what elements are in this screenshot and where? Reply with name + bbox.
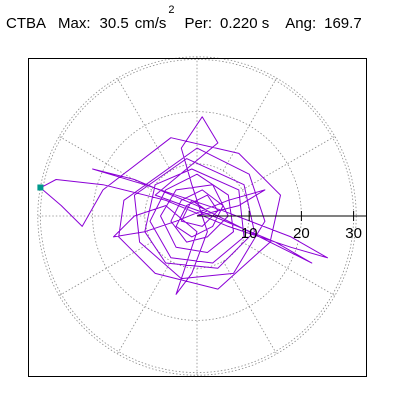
per-label: Per: [184, 15, 213, 32]
grid-spoke-300 [222, 261, 277, 355]
particle-motion-trace [39, 116, 328, 295]
station-label: CTBA [6, 15, 47, 32]
grid-spoke-60 [222, 77, 277, 171]
max-unit: cm/s2 [134, 5, 175, 36]
grid-spoke-240 [117, 261, 172, 355]
grid-spoke-210 [58, 241, 152, 296]
max-unit-text: cm/s [134, 15, 167, 32]
ang-label: Ang: [285, 15, 317, 32]
tick-label-10: 10 [241, 225, 258, 242]
tick-label-20: 20 [293, 225, 310, 242]
tick-label-30: 30 [345, 225, 362, 242]
plot-frame [28, 58, 367, 377]
max-unit-exponent: 2 [168, 4, 175, 16]
chart-header: CTBA Max: 30.5 cm/s2 Per: 0.220 s Ang: 169.7 [6, 5, 362, 36]
grid-spoke-30 [242, 136, 336, 191]
grid-spoke-150 [58, 136, 152, 191]
max-label: Max: [58, 15, 91, 32]
grid-spoke-330 [242, 241, 336, 296]
radial-axis [197, 211, 366, 221]
per-value: 0.220 s [220, 15, 270, 32]
max-value: 30.5 [99, 15, 129, 32]
ang-value: 169.7 [324, 15, 362, 32]
max-direction-marker [37, 184, 44, 191]
radial-tick-labels: 10 20 30 [241, 225, 362, 242]
grid-spoke-120 [117, 77, 172, 171]
trace-group [39, 116, 328, 295]
radial-tick-marks [248, 211, 355, 221]
